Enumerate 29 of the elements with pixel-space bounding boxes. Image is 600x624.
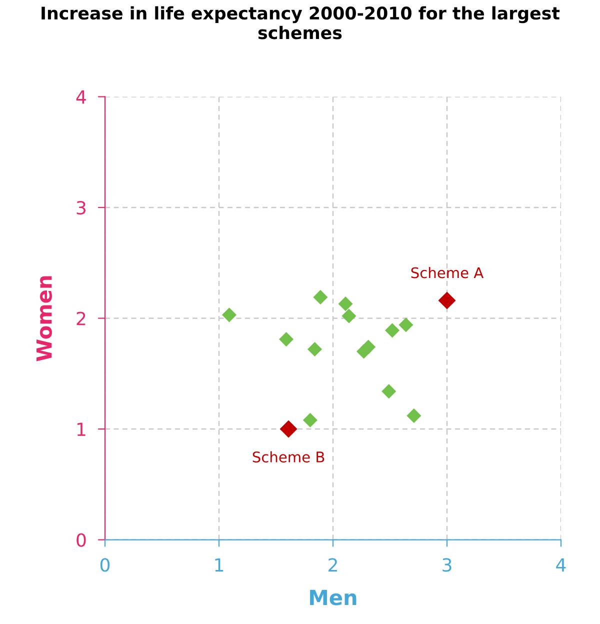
point xyxy=(382,384,396,399)
x-tick-label: 4 xyxy=(556,558,566,572)
point xyxy=(280,420,298,438)
point xyxy=(384,323,400,338)
point xyxy=(398,318,414,332)
point xyxy=(222,308,237,322)
point xyxy=(361,340,376,354)
x-tick-label: 1 xyxy=(215,558,224,572)
point xyxy=(438,292,456,310)
point xyxy=(307,342,322,357)
x-tick-label: 2 xyxy=(328,558,337,572)
x-axis-title: Men xyxy=(310,590,356,606)
chart-title: Increase in life expectancy 2000-2010 for the largest schemes xyxy=(42,6,560,40)
y-tick-label: 0 xyxy=(76,533,86,547)
y-tick-label: 4 xyxy=(76,90,86,104)
x-tick-label: 3 xyxy=(442,558,452,572)
point xyxy=(313,290,328,304)
point xyxy=(342,308,356,324)
y-tick-label: 3 xyxy=(76,200,86,215)
x-tick-label: 0 xyxy=(100,558,110,572)
point xyxy=(406,408,422,423)
point xyxy=(338,296,353,312)
annotation: Scheme A xyxy=(411,266,484,278)
point xyxy=(278,332,294,347)
annotation: Scheme B xyxy=(252,451,324,463)
point xyxy=(302,412,318,428)
y-tick-label: 1 xyxy=(77,422,86,436)
y-axis-title: Women xyxy=(36,276,52,362)
y-tick-label: 2 xyxy=(76,312,86,326)
